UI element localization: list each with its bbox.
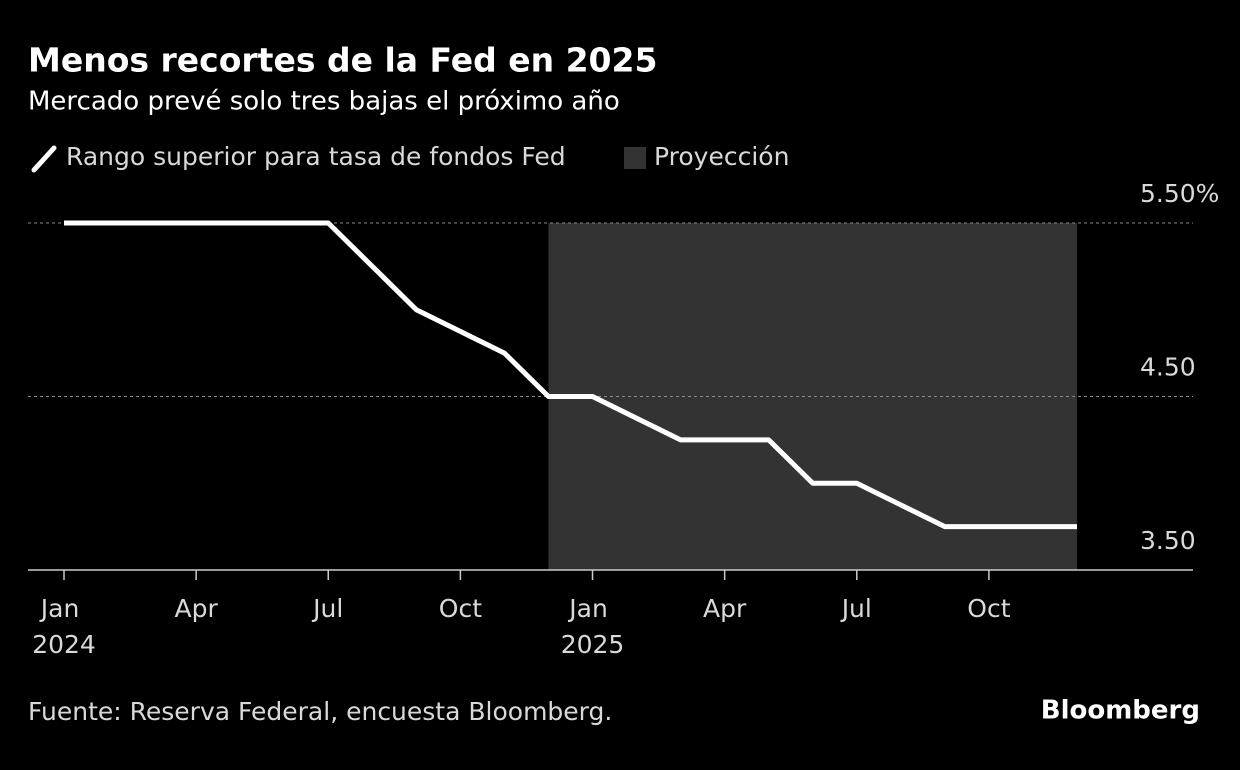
series-line [64,220,1077,530]
legend-swatch [31,145,57,173]
legend-label: Proyección [654,142,789,171]
y-tick-label: 5.50% [1140,179,1219,208]
x-tick-label: Apr [703,594,747,623]
chart-subtitle: Mercado prevé solo tres bajas el próximo… [28,87,620,117]
x-tick-label: Apr [175,594,219,623]
brand: Bloomberg [1041,696,1200,726]
x-tick-label: Jan 2024 [32,594,96,659]
source: Fuente: Reserva Federal, encuesta Bloomb… [28,697,612,726]
x-tick-label: Jul [311,594,343,623]
x-tick-label: Jan 2025 [561,594,625,659]
legend-label: Rango superior para tasa de fondos Fed [66,142,566,171]
y-tick-label: 3.50 [1140,526,1196,555]
chart-title: Menos recortes de la Fed en 2025 [28,41,657,80]
projection-area [548,223,1077,570]
x-tick-label: Jul [840,594,872,623]
y-tick-label: 4.50 [1140,353,1196,382]
x-tick-label: Oct [967,594,1010,623]
x-tick-label: Oct [439,594,482,623]
legend-swatch [624,147,646,169]
